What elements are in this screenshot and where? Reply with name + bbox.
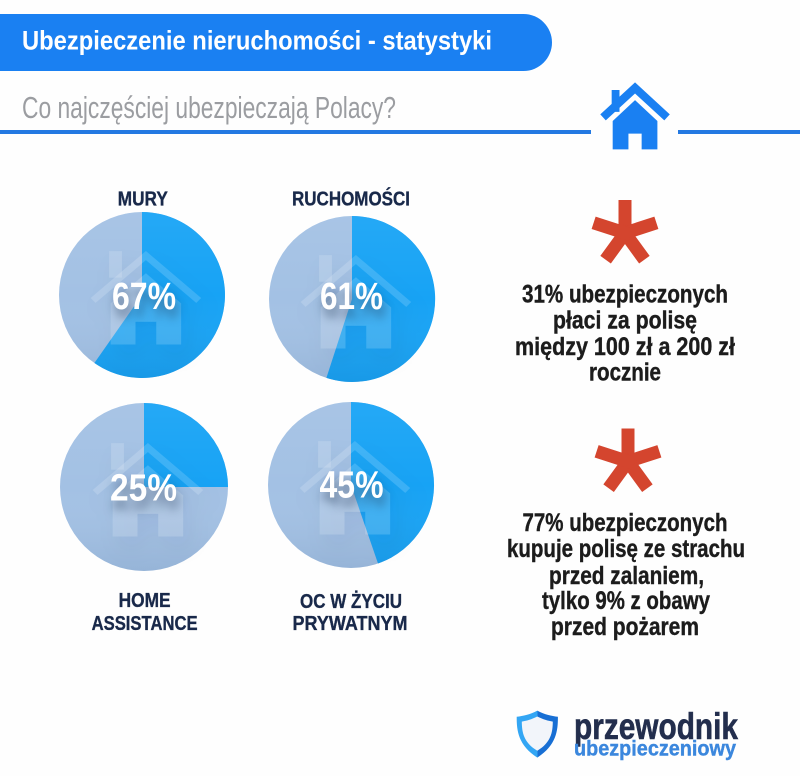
svg-text:Co najczęściej ubezpieczają Po: Co najczęściej ubezpieczają Polacy? — [22, 90, 396, 125]
svg-text:rocznie: rocznie — [589, 359, 661, 387]
svg-text:61%: 61% — [320, 276, 383, 318]
svg-text:31% ubezpieczonych: 31% ubezpieczonych — [522, 280, 728, 308]
svg-text:ubezpieczeniowy: ubezpieczeniowy — [574, 738, 736, 761]
svg-text:przed pożarem: przed pożarem — [551, 613, 699, 641]
svg-text:ASSISTANCE: ASSISTANCE — [92, 613, 198, 635]
svg-text:OC W ŻYCIU: OC W ŻYCIU — [300, 590, 402, 613]
svg-text:kupuje polisę ze strachu: kupuje polisę ze strachu — [507, 535, 745, 563]
svg-text:HOME: HOME — [119, 590, 171, 612]
svg-text:tylko 9% z obawy: tylko 9% z obawy — [542, 587, 710, 615]
svg-text:25%: 25% — [110, 468, 177, 510]
svg-text:płaci za polisę: płaci za polisę — [553, 307, 697, 335]
svg-text:między 100 zł a 200 zł: między 100 zł a 200 zł — [515, 333, 735, 361]
svg-text:MURY: MURY — [118, 189, 169, 211]
svg-text:PRYWATNYM: PRYWATNYM — [293, 613, 408, 635]
svg-text:przewodnik: przewodnik — [574, 706, 738, 747]
svg-text:67%: 67% — [112, 276, 176, 318]
svg-text:45%: 45% — [320, 465, 384, 507]
svg-text:RUCHOMOŚCI: RUCHOMOŚCI — [292, 187, 410, 211]
svg-text:77% ubezpieczonych: 77% ubezpieczonych — [523, 509, 728, 537]
svg-text:przed zalaniem,: przed zalaniem, — [549, 562, 704, 590]
svg-text:Ubezpieczenie nieruchomości -: Ubezpieczenie nieruchomości - statystyki — [22, 26, 492, 56]
